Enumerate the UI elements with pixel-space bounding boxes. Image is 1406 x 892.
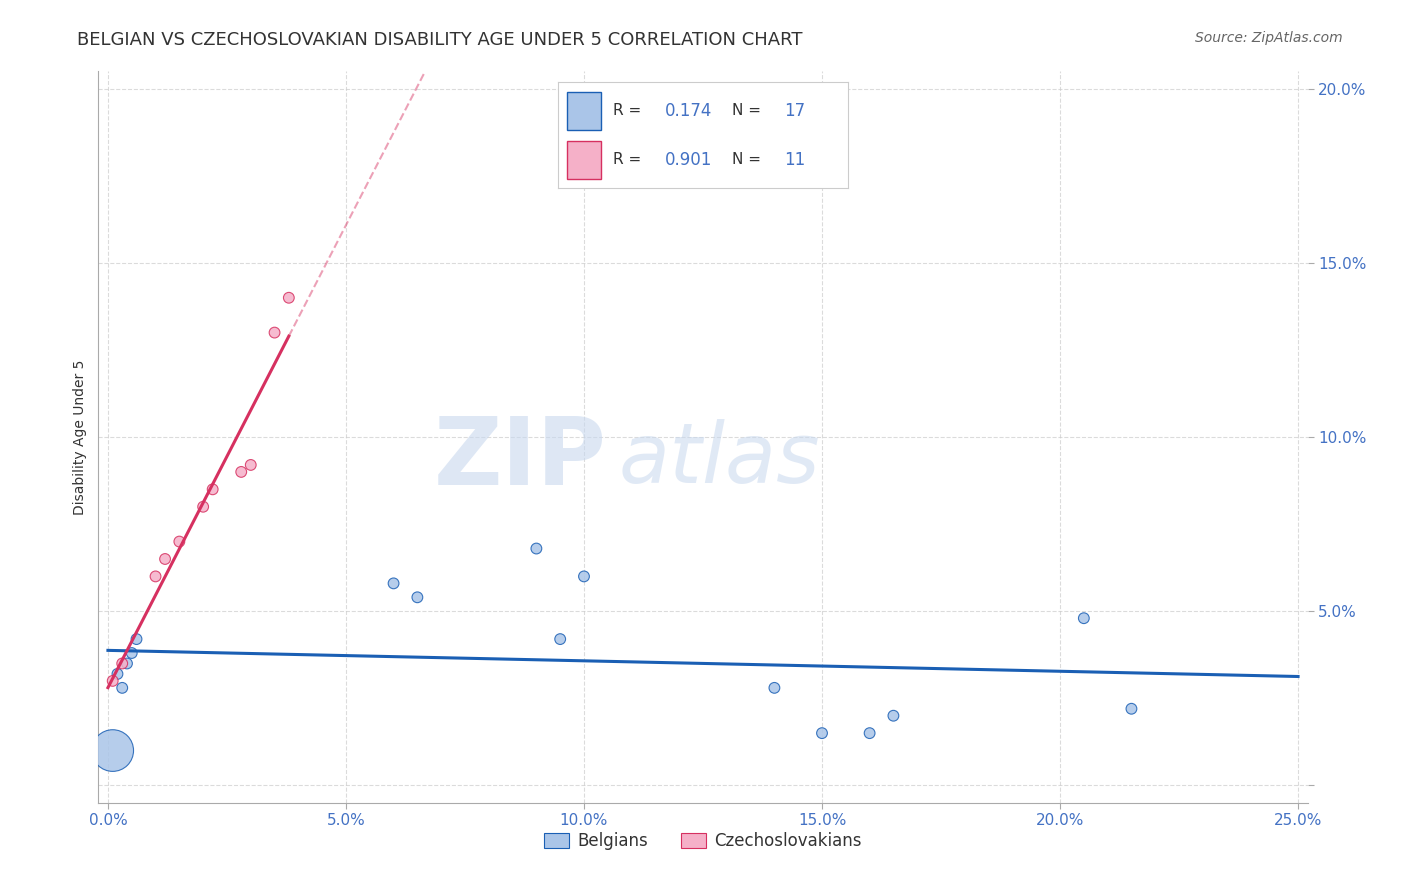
Point bbox=[191, 500, 214, 514]
Point bbox=[763, 681, 786, 695]
Point bbox=[125, 632, 148, 646]
Point bbox=[231, 465, 253, 479]
Point bbox=[111, 681, 134, 695]
Point bbox=[101, 743, 124, 757]
Point bbox=[406, 591, 429, 605]
Point bbox=[201, 483, 224, 497]
Point bbox=[859, 726, 882, 740]
Point bbox=[572, 569, 595, 583]
Point bbox=[1073, 611, 1095, 625]
Point bbox=[548, 632, 571, 646]
Point bbox=[811, 726, 834, 740]
Text: Source: ZipAtlas.com: Source: ZipAtlas.com bbox=[1195, 31, 1343, 45]
Text: BELGIAN VS CZECHOSLOVAKIAN DISABILITY AGE UNDER 5 CORRELATION CHART: BELGIAN VS CZECHOSLOVAKIAN DISABILITY AG… bbox=[77, 31, 803, 49]
Point bbox=[239, 458, 262, 472]
Point bbox=[169, 534, 191, 549]
Y-axis label: Disability Age Under 5: Disability Age Under 5 bbox=[73, 359, 87, 515]
Point bbox=[111, 657, 134, 671]
Point bbox=[145, 569, 167, 583]
Text: atlas: atlas bbox=[619, 418, 820, 500]
Point bbox=[263, 326, 285, 340]
Point bbox=[101, 673, 124, 688]
Point bbox=[382, 576, 405, 591]
Point bbox=[153, 552, 176, 566]
Point bbox=[524, 541, 547, 556]
Point bbox=[882, 708, 904, 723]
Point bbox=[121, 646, 143, 660]
Point bbox=[1121, 702, 1143, 716]
Text: ZIP: ZIP bbox=[433, 413, 606, 505]
Point bbox=[277, 291, 299, 305]
Legend: Belgians, Czechoslovakians: Belgians, Czechoslovakians bbox=[537, 825, 869, 856]
Point bbox=[115, 657, 138, 671]
Point bbox=[107, 667, 129, 681]
